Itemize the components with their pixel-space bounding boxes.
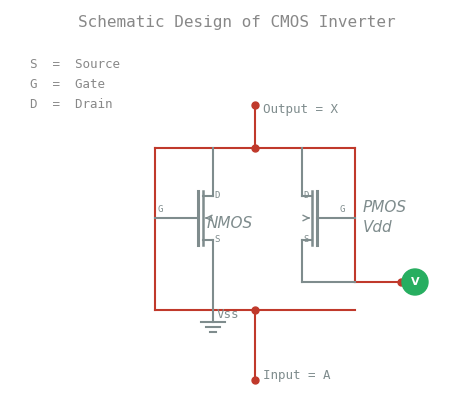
Text: G  =  Gate: G = Gate [30,78,105,92]
Text: G: G [340,205,346,214]
Text: D: D [303,191,309,200]
Text: D  =  Drain: D = Drain [30,98,112,112]
Text: Schematic Design of CMOS Inverter: Schematic Design of CMOS Inverter [78,14,396,29]
Text: Output = X: Output = X [263,104,338,116]
Text: Vss: Vss [217,308,239,320]
Text: PMOS: PMOS [363,200,407,216]
Text: V: V [410,277,419,287]
Text: S  =  Source: S = Source [30,59,120,71]
Circle shape [402,269,428,295]
Text: Vdd: Vdd [363,221,392,235]
Text: NMOS: NMOS [207,216,253,230]
Text: G: G [158,205,164,214]
Text: S: S [214,235,219,244]
Text: D: D [214,191,219,200]
Text: S: S [303,235,309,244]
Text: Input = A: Input = A [263,368,330,382]
